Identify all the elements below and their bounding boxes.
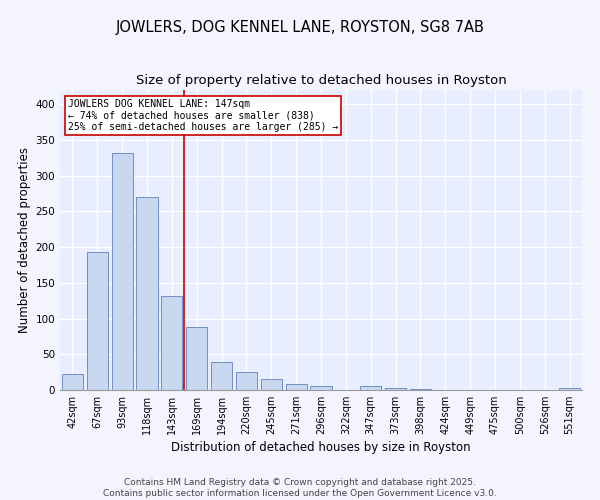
Bar [236,372,257,390]
Text: Contains HM Land Registry data © Crown copyright and database right 2025.
Contai: Contains HM Land Registry data © Crown c… [103,478,497,498]
Bar [186,327,207,390]
Bar [161,296,182,390]
Title: Size of property relative to detached houses in Royston: Size of property relative to detached ho… [136,74,506,88]
Bar [559,388,580,390]
Bar [211,362,232,390]
Bar [112,153,133,390]
Bar [136,197,158,390]
Bar [310,386,332,390]
Y-axis label: Number of detached properties: Number of detached properties [18,147,31,333]
Bar [261,380,282,390]
Text: JOWLERS DOG KENNEL LANE: 147sqm
← 74% of detached houses are smaller (838)
25% o: JOWLERS DOG KENNEL LANE: 147sqm ← 74% of… [68,99,338,132]
Bar [360,386,381,390]
Text: JOWLERS, DOG KENNEL LANE, ROYSTON, SG8 7AB: JOWLERS, DOG KENNEL LANE, ROYSTON, SG8 7… [116,20,484,35]
Bar [410,388,431,390]
Bar [87,252,108,390]
Bar [286,384,307,390]
Bar [62,374,83,390]
Bar [385,388,406,390]
X-axis label: Distribution of detached houses by size in Royston: Distribution of detached houses by size … [171,441,471,454]
